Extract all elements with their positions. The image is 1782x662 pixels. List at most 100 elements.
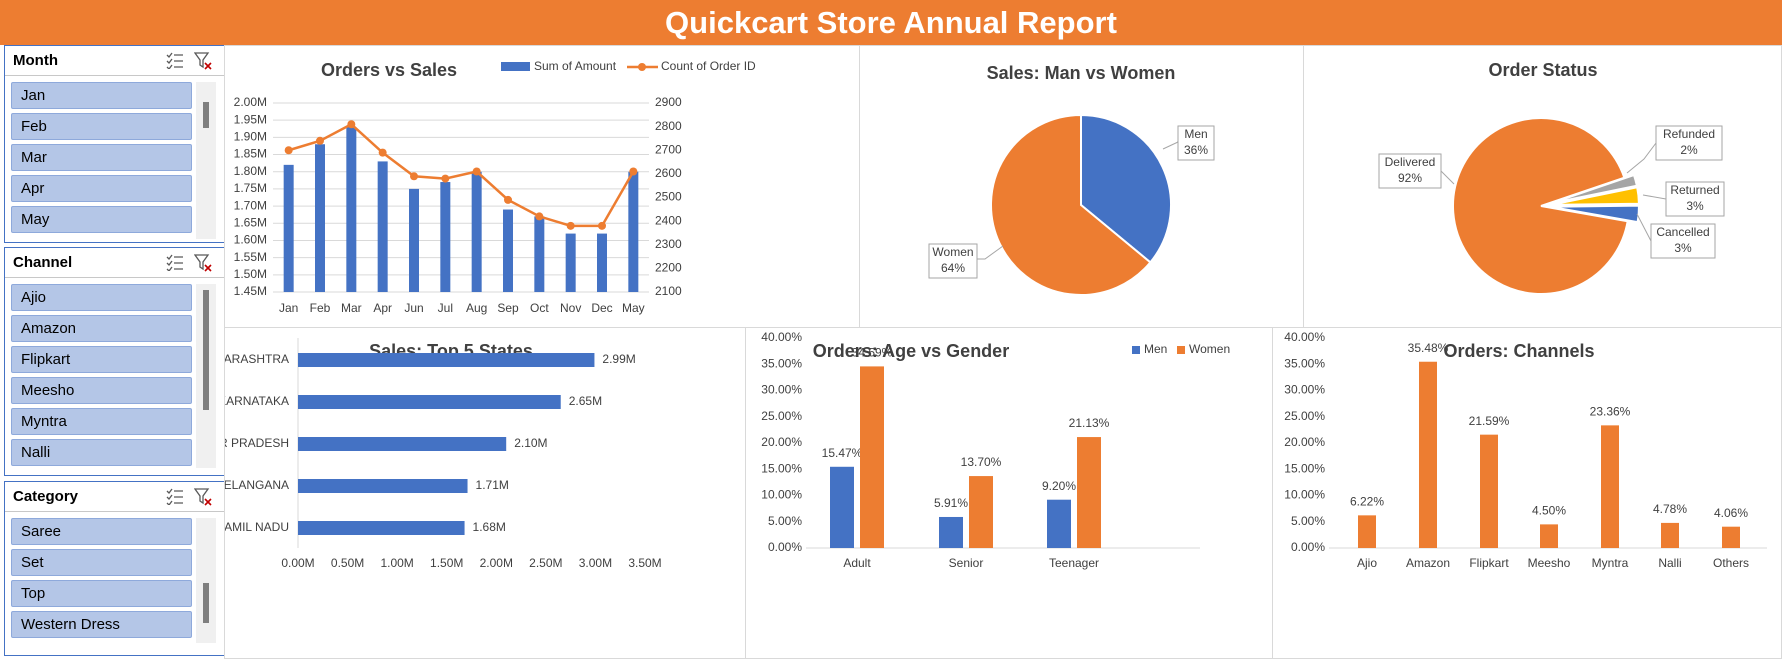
point-count-of-order-id xyxy=(535,212,544,221)
multi-select-icon[interactable] xyxy=(166,488,184,505)
leader-line-delivered xyxy=(1440,170,1455,185)
multi-select-icon[interactable] xyxy=(166,254,184,271)
data-label: 2.65M xyxy=(569,394,602,408)
legend-marker-count-of-order-id xyxy=(638,63,646,71)
slicer-scroll-thumb[interactable] xyxy=(203,102,209,128)
chart-title: Orders: Age vs Gender xyxy=(813,341,1009,361)
x-tick-label: Jan xyxy=(279,301,298,315)
sales-man-vs-women-chart: Sales: Man vs Women Men 36% Women 64% xyxy=(928,63,1215,296)
slicer-header: Category xyxy=(5,482,224,512)
slicer-item-set[interactable]: Set xyxy=(11,549,192,576)
leader-line-cancelled xyxy=(1636,213,1652,242)
y-left-tick-label: 1.45M xyxy=(234,284,267,298)
data-label-value-cancelled: 3% xyxy=(1674,241,1692,255)
y-tick-label: KARNATAKA xyxy=(225,394,289,408)
data-label: 4.06% xyxy=(1714,506,1748,520)
slicer-item-ajio[interactable]: Ajio xyxy=(11,284,192,311)
x-tick-label: Jun xyxy=(404,301,423,315)
x-tick-label: 3.50M xyxy=(628,556,661,570)
x-tick-label: 0.50M xyxy=(331,556,364,570)
y-left-tick-label: 1.70M xyxy=(234,198,267,212)
y-right-tick-label: 2200 xyxy=(655,261,682,275)
y-left-tick-label: 1.50M xyxy=(234,267,267,281)
y-right-tick-label: 2900 xyxy=(655,95,682,109)
clear-filter-icon[interactable] xyxy=(194,487,212,506)
y-tick-label: 20.00% xyxy=(1284,435,1325,449)
bar-sum-of-amount xyxy=(628,171,639,292)
y-tick-label: 25.00% xyxy=(1284,409,1325,423)
slicer-item-may[interactable]: May xyxy=(11,206,192,233)
slicer-item-nalli[interactable]: Nalli xyxy=(11,439,192,466)
point-count-of-order-id xyxy=(598,221,606,230)
data-label-value-women: 64% xyxy=(941,261,965,275)
clear-filter-icon[interactable] xyxy=(194,253,212,272)
x-tick-label: Sep xyxy=(497,301,519,315)
data-label: 4.78% xyxy=(1653,502,1687,516)
clear-filter-icon[interactable] xyxy=(194,51,212,70)
bar-sum-of-amount xyxy=(377,161,388,292)
x-tick-label: Nalli xyxy=(1658,556,1681,570)
slicer-item-flipkart[interactable]: Flipkart xyxy=(11,346,192,373)
data-label-value-returned: 3% xyxy=(1686,199,1704,213)
data-label-name-refunded: Refunded xyxy=(1663,127,1715,141)
point-count-of-order-id xyxy=(410,172,418,181)
y-left-tick-label: 1.90M xyxy=(234,130,267,144)
y-tick-label: UTTAR PRADESH xyxy=(225,436,289,450)
legend-swatch-women xyxy=(1177,346,1185,354)
data-label: 34.59% xyxy=(852,346,893,360)
slicer-item-list: Saree Set Top Western Dress xyxy=(11,518,192,642)
slicer-item-saree[interactable]: Saree xyxy=(11,518,192,545)
data-callout-refunded xyxy=(1655,125,1723,161)
x-tick-label: Oct xyxy=(530,301,549,315)
legend-swatch-men xyxy=(1132,346,1140,354)
y-tick-label: 20.00% xyxy=(761,435,802,449)
x-tick-label: Apr xyxy=(373,301,392,315)
point-count-of-order-id xyxy=(629,167,638,176)
data-label: 4.50% xyxy=(1532,504,1566,518)
slicer-scroll-thumb[interactable] xyxy=(203,583,209,623)
orders-channels-chart: Orders: Channels 0.00% 5.00% 10.00% 15.00% 20… xyxy=(1284,330,1767,570)
y-tick-label: 30.00% xyxy=(1284,383,1325,397)
slicer-item-jan[interactable]: Jan xyxy=(11,82,192,109)
pie-slice-refunded xyxy=(1550,173,1639,205)
slicer-scrollbar[interactable] xyxy=(196,518,216,643)
slicer-item-myntra[interactable]: Myntra xyxy=(11,408,192,435)
slicer-item-top[interactable]: Top xyxy=(11,580,192,607)
leader-line-men xyxy=(1162,141,1179,150)
slicer-title: Month xyxy=(13,52,58,69)
chart-title: Orders: Channels xyxy=(1443,341,1594,361)
panel-sales-top5-states: Sales: Top 5 States 0.00M 0.50M 1.00M 1.50M 2… xyxy=(224,327,746,659)
data-label: 6.22% xyxy=(1350,495,1384,509)
slicer-item-mar[interactable]: Mar xyxy=(11,144,192,171)
slicer-item-apr[interactable]: Apr xyxy=(11,175,192,202)
slicer-scrollbar[interactable] xyxy=(196,82,216,239)
bar-channel xyxy=(1419,361,1437,548)
y-right-tick-label: 2300 xyxy=(655,237,682,251)
point-count-of-order-id xyxy=(316,136,324,145)
slicer-scrollbar[interactable] xyxy=(196,284,216,468)
legend-label-women: Women xyxy=(1189,342,1230,356)
x-tick-label: Mar xyxy=(341,301,362,315)
y-tick-label: 15.00% xyxy=(1284,461,1325,475)
y-tick-label: TELANGANA xyxy=(225,478,289,492)
x-tick-label: Teenager xyxy=(1049,556,1099,570)
y-left-tick-label: 1.85M xyxy=(234,147,267,161)
slicer-item-feb[interactable]: Feb xyxy=(11,113,192,140)
slicer-scroll-thumb[interactable] xyxy=(203,290,209,410)
slicer-header: Channel xyxy=(5,248,224,278)
y-left-tick-label: 1.75M xyxy=(234,181,267,195)
x-tick-label: 2.00M xyxy=(480,556,513,570)
y-tick-label: 10.00% xyxy=(761,488,802,502)
legend-label-sum-of-amount: Sum of Amount xyxy=(534,59,617,73)
data-label: 23.36% xyxy=(1590,405,1631,419)
report-title: Quickcart Store Annual Report xyxy=(0,0,1782,45)
data-callout-women xyxy=(928,243,978,279)
multi-select-icon[interactable] xyxy=(166,52,184,69)
y-left-tick-label: 1.55M xyxy=(234,250,267,264)
slicer-item-amazon[interactable]: Amazon xyxy=(11,315,192,342)
y-tick-label: 40.00% xyxy=(1284,330,1325,344)
bar-state xyxy=(298,353,595,367)
slicer-item-western-dress[interactable]: Western Dress xyxy=(11,611,192,638)
slicer-item-meesho[interactable]: Meesho xyxy=(11,377,192,404)
slicer-channel: Channel Ajio Amazon Flipkart Meesho Mynt… xyxy=(4,247,225,476)
